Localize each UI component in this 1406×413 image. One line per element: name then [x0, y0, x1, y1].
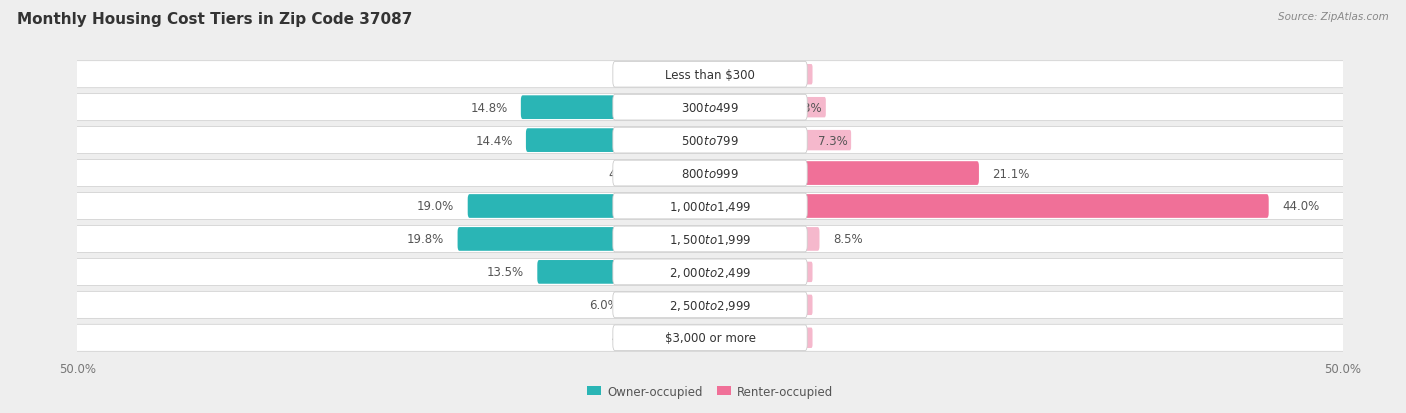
Text: $2,500 to $2,999: $2,500 to $2,999	[669, 298, 751, 312]
Text: $300 to $499: $300 to $499	[681, 102, 740, 114]
Text: 3.8%: 3.8%	[617, 69, 647, 81]
FancyBboxPatch shape	[803, 195, 1268, 218]
FancyBboxPatch shape	[661, 65, 666, 85]
FancyBboxPatch shape	[655, 328, 662, 348]
Text: $1,500 to $1,999: $1,500 to $1,999	[669, 233, 751, 246]
Legend: Owner-occupied, Renter-occupied: Owner-occupied, Renter-occupied	[582, 380, 838, 402]
FancyBboxPatch shape	[804, 262, 813, 282]
Text: 19.0%: 19.0%	[418, 200, 454, 213]
FancyBboxPatch shape	[65, 160, 1355, 187]
FancyBboxPatch shape	[65, 127, 1355, 154]
Text: 1.7%: 1.7%	[747, 299, 776, 311]
FancyBboxPatch shape	[537, 260, 617, 284]
Text: 13.5%: 13.5%	[486, 266, 524, 279]
FancyBboxPatch shape	[804, 98, 825, 118]
Text: $3,000 or more: $3,000 or more	[665, 332, 755, 344]
FancyBboxPatch shape	[652, 164, 658, 184]
Text: 21.1%: 21.1%	[993, 167, 1029, 180]
Text: $2,000 to $2,499: $2,000 to $2,499	[669, 265, 751, 279]
Text: Source: ZipAtlas.com: Source: ZipAtlas.com	[1278, 12, 1389, 22]
FancyBboxPatch shape	[457, 228, 617, 251]
Text: 5.3%: 5.3%	[793, 102, 823, 114]
Text: 7.3%: 7.3%	[818, 134, 848, 147]
FancyBboxPatch shape	[526, 129, 617, 153]
FancyBboxPatch shape	[804, 131, 851, 151]
FancyBboxPatch shape	[633, 295, 640, 315]
Text: 4.5%: 4.5%	[609, 167, 638, 180]
FancyBboxPatch shape	[613, 128, 807, 154]
FancyBboxPatch shape	[65, 292, 1355, 318]
Text: 14.4%: 14.4%	[475, 134, 513, 147]
FancyBboxPatch shape	[65, 259, 1355, 286]
Text: 44.0%: 44.0%	[1282, 200, 1319, 213]
FancyBboxPatch shape	[65, 226, 1355, 253]
Text: 6.0%: 6.0%	[589, 299, 619, 311]
FancyBboxPatch shape	[613, 194, 807, 219]
FancyBboxPatch shape	[520, 96, 617, 120]
FancyBboxPatch shape	[613, 161, 807, 186]
Text: Monthly Housing Cost Tiers in Zip Code 37087: Monthly Housing Cost Tiers in Zip Code 3…	[17, 12, 412, 27]
FancyBboxPatch shape	[65, 193, 1355, 220]
FancyBboxPatch shape	[804, 65, 813, 85]
Text: 4.2%: 4.2%	[612, 332, 641, 344]
Text: 2.9%: 2.9%	[762, 266, 792, 279]
FancyBboxPatch shape	[65, 62, 1355, 88]
FancyBboxPatch shape	[613, 62, 807, 88]
FancyBboxPatch shape	[804, 328, 813, 348]
FancyBboxPatch shape	[613, 292, 807, 318]
FancyBboxPatch shape	[803, 228, 820, 251]
FancyBboxPatch shape	[613, 325, 807, 351]
Text: Less than $300: Less than $300	[665, 69, 755, 81]
Text: $1,000 to $1,499: $1,000 to $1,499	[669, 199, 751, 214]
FancyBboxPatch shape	[804, 295, 813, 315]
FancyBboxPatch shape	[65, 325, 1355, 351]
FancyBboxPatch shape	[613, 227, 807, 252]
Text: 14.8%: 14.8%	[471, 102, 508, 114]
FancyBboxPatch shape	[468, 195, 617, 218]
FancyBboxPatch shape	[613, 259, 807, 285]
Text: $500 to $799: $500 to $799	[681, 134, 740, 147]
Text: $800 to $999: $800 to $999	[681, 167, 740, 180]
Text: 19.8%: 19.8%	[408, 233, 444, 246]
Text: 2.6%: 2.6%	[758, 69, 787, 81]
Text: 0.75%: 0.75%	[735, 332, 772, 344]
FancyBboxPatch shape	[803, 162, 979, 185]
Text: 8.5%: 8.5%	[832, 233, 862, 246]
FancyBboxPatch shape	[65, 95, 1355, 121]
FancyBboxPatch shape	[613, 95, 807, 121]
